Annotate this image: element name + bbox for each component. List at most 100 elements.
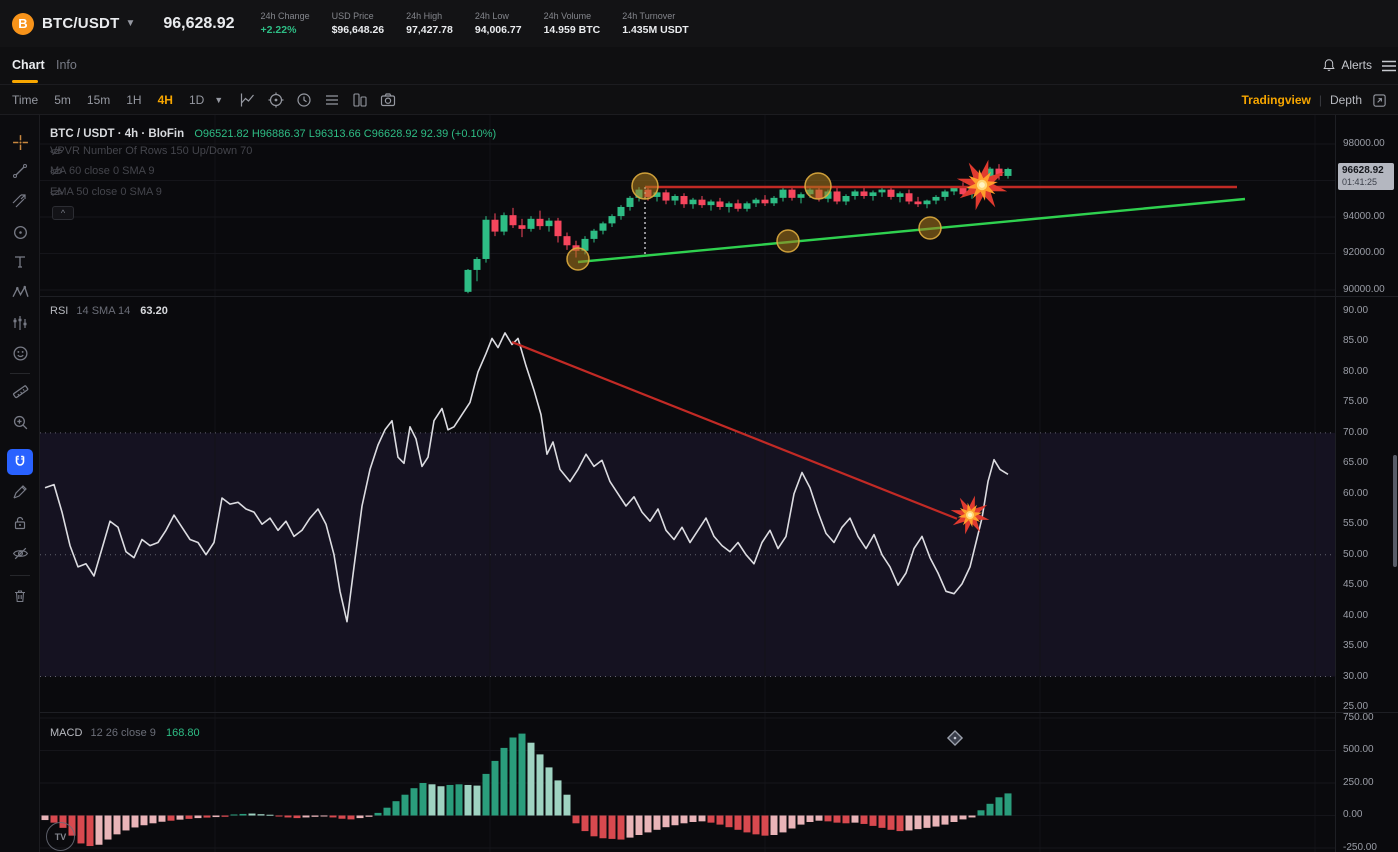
alerts-label: Alerts <box>1341 58 1372 72</box>
chart-area[interactable]: BTC / USDT · 4h · BloFin O96521.82 H9688… <box>40 115 1335 852</box>
rsi-name[interactable]: RSI <box>50 305 69 317</box>
stat-1: USD Price $96,648.26 <box>331 11 385 36</box>
indicator-ema: EMA 50 close 0 SMA 9 <box>50 186 162 198</box>
badge-price: 96628.92 <box>1342 165 1384 176</box>
zoom-in-tool[interactable] <box>7 409 33 435</box>
candlestick-pane <box>40 115 1335 297</box>
bell-icon <box>1323 59 1336 71</box>
time-label: Time <box>12 92 39 107</box>
axis-label: 25.00 <box>1343 701 1369 712</box>
axis-label: 65.00 <box>1343 457 1369 468</box>
xabcd-pattern-tool[interactable] <box>7 279 33 305</box>
stat-2: 24h High 97,427.78 <box>406 11 453 36</box>
rsi-params: 14 SMA 14 <box>76 305 131 317</box>
axis-label: 94000.00 <box>1343 211 1385 222</box>
crosshair-tool[interactable] <box>7 129 33 155</box>
pane-separator[interactable] <box>40 296 1398 297</box>
axis-label: 50.00 <box>1343 549 1369 560</box>
axis-label: 40.00 <box>1343 610 1369 621</box>
interval-15m[interactable]: 15m <box>86 92 111 107</box>
axis-label: 750.00 <box>1343 712 1374 723</box>
rsi-value: 63.20 <box>140 305 168 317</box>
header: B BTC/USDT ▼ 96,628.92 24h Change +2.22% U… <box>0 0 1398 47</box>
bars-pattern-tool[interactable] <box>7 310 33 336</box>
remove-drawings-tool[interactable] <box>7 583 33 609</box>
divider <box>10 575 30 576</box>
axis-label: 75.00 <box>1343 396 1369 407</box>
axis-label: 55.00 <box>1343 518 1369 529</box>
vpvr-label[interactable]: VPVR Number Of Rows 150 Up/Down 70 <box>50 145 253 157</box>
axis-label: 92000.00 <box>1343 247 1385 258</box>
interval-more-icon[interactable]: ▼ <box>214 94 224 105</box>
eye-off-icon[interactable] <box>50 146 63 157</box>
axis-label: 60.00 <box>1343 488 1369 499</box>
trend-line-tool[interactable] <box>7 158 33 184</box>
eye-off-icon[interactable] <box>50 166 63 177</box>
hide-drawings-tool[interactable] <box>7 540 33 566</box>
stat-4: 24h Volume 14.959 BTC <box>543 11 601 36</box>
axis-label: 80.00 <box>1343 366 1369 377</box>
emoji-tool[interactable] <box>7 340 33 366</box>
indicator-vpvr: VPVR Number Of Rows 150 Up/Down 70 <box>50 145 252 157</box>
text-tool[interactable] <box>7 249 33 275</box>
ema-label[interactable]: EMA 50 close 0 SMA 9 <box>50 186 162 198</box>
brush-tool[interactable] <box>7 479 33 505</box>
indicator-icon[interactable] <box>267 91 285 109</box>
pane-separator[interactable] <box>40 712 1398 713</box>
alerts-button[interactable]: Alerts <box>1322 58 1372 72</box>
chart-toolbar: Time 5m 15m 1H 4H 1D ▼ Tradingview | Depth <box>0 85 1398 115</box>
legend-symbol[interactable]: BTC / USDT · 4h · BloFin <box>50 128 185 140</box>
tab-bar: Chart Info Alerts <box>0 47 1398 85</box>
stat-3: 24h Low 94,006.77 <box>474 11 522 36</box>
menu-icon[interactable] <box>1382 59 1396 77</box>
ellipse-tool[interactable] <box>7 219 33 245</box>
camera-icon[interactable] <box>379 91 397 109</box>
interval-buttons: 5m 15m 1H 4H 1D <box>54 93 204 107</box>
ma-label[interactable]: MA 60 close 0 SMA 9 <box>50 165 155 177</box>
interval-1D[interactable]: 1D <box>188 92 205 107</box>
tab-chart[interactable]: Chart <box>12 58 45 83</box>
tab-info[interactable]: Info <box>56 58 77 72</box>
axis-label: 85.00 <box>1343 335 1369 346</box>
stat-0: 24h Change +2.22% <box>260 11 310 36</box>
list-icon[interactable] <box>323 91 341 109</box>
macd-params: 12 26 close 9 <box>90 727 156 739</box>
stat-5: 24h Turnover 1.435M USDT <box>622 11 689 36</box>
expand-icon[interactable] <box>1370 91 1388 109</box>
axis-label: 90000.00 <box>1343 284 1385 295</box>
interval-1H[interactable]: 1H <box>126 92 142 107</box>
compare-icon[interactable] <box>351 91 369 109</box>
price-axis[interactable]: 96628.92 01:41:25 98000.00 94000.00 92000.… <box>1335 115 1398 852</box>
legend-ohlc: O96521.82 H96886.37 L96313.66 C96628.92 … <box>194 128 497 140</box>
ruler-tool[interactable] <box>7 378 33 404</box>
indicator-ma: MA 60 close 0 SMA 9 <box>50 165 155 177</box>
chevron-down-icon[interactable]: ▼ <box>125 18 136 29</box>
axis-label: 90.00 <box>1343 305 1369 316</box>
tradingview-toggle[interactable]: Tradingview <box>1241 93 1311 107</box>
depth-toggle[interactable]: Depth <box>1329 93 1362 107</box>
macd-legend: MACD 12 26 close 9 168.80 <box>50 727 200 739</box>
interval-4H[interactable]: 4H <box>157 92 173 107</box>
clock-icon[interactable] <box>295 91 313 109</box>
tradingview-logo[interactable]: TV <box>46 822 75 851</box>
eye-off-icon[interactable] <box>50 187 63 198</box>
axis-label: 30.00 <box>1343 671 1369 682</box>
symbol-name[interactable]: BTC/USDT <box>42 15 120 32</box>
magnet-tool[interactable] <box>7 449 33 475</box>
interval-5m[interactable]: 5m <box>54 92 71 107</box>
btc-coin-icon: B <box>12 12 34 35</box>
scrollbar-thumb[interactable] <box>1393 455 1397 567</box>
collapse-indicators-button[interactable]: ^ <box>52 206 74 220</box>
chart-type-icon[interactable] <box>239 91 257 109</box>
axis-label: 98000.00 <box>1343 138 1385 149</box>
header-stats: 24h Change +2.22% USD Price $96,648.26 24h H… <box>261 11 689 36</box>
last-price-badge: 96628.92 01:41:25 <box>1338 163 1394 190</box>
axis-label: 70.00 <box>1343 427 1369 438</box>
lock-tool[interactable] <box>7 510 33 536</box>
parallel-channel-tool[interactable] <box>7 188 33 214</box>
macd-name[interactable]: MACD <box>50 727 83 739</box>
last-price: 96,628.92 <box>163 14 235 32</box>
toolbar-icons <box>239 91 397 109</box>
axis-label: 45.00 <box>1343 579 1369 590</box>
